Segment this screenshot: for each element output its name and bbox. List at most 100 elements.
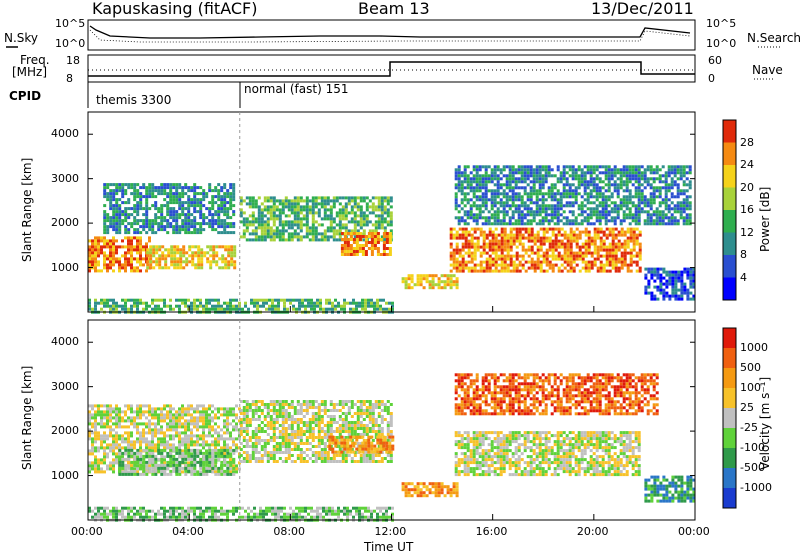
power-cell: [569, 260, 573, 264]
power-cell: [538, 204, 542, 208]
power-cell: [478, 177, 482, 181]
power-cell: [511, 213, 515, 217]
power-cell: [257, 223, 261, 227]
power-cell: [242, 220, 246, 224]
power-cell: [545, 254, 549, 258]
power-cell: [97, 260, 100, 264]
power-cell: [490, 168, 494, 172]
power-cell: [517, 165, 521, 169]
power-cell: [511, 198, 515, 202]
power-cell: [685, 195, 689, 199]
power-cell: [449, 233, 453, 237]
power-cell: [523, 180, 527, 184]
power-cell: [583, 183, 587, 187]
velocity-cell: [199, 410, 202, 414]
power-cell: [130, 222, 134, 226]
velocity-cell: [115, 434, 118, 438]
velocity-cell: [235, 443, 238, 447]
power-cell: [88, 245, 91, 249]
power-cell: [136, 210, 140, 214]
velocity-cell: [136, 472, 140, 476]
velocity-cell: [139, 437, 142, 441]
power-cell: [194, 251, 198, 255]
velocity-cell: [211, 463, 215, 467]
power-cell: [371, 211, 375, 215]
power-cell: [410, 274, 414, 278]
velocity-cell: [127, 425, 130, 429]
power-cell: [388, 301, 391, 305]
power-cell: [628, 177, 632, 181]
power-cell: [529, 219, 533, 223]
velocity-cell: [172, 419, 175, 423]
power-cell: [269, 232, 273, 236]
velocity-cell: [169, 472, 173, 476]
power-cell: [580, 195, 584, 199]
power-cell: [509, 239, 513, 243]
power-cell: [661, 174, 665, 178]
power-cell: [608, 242, 612, 246]
power-cell: [625, 195, 629, 199]
power-cell: [539, 266, 543, 270]
power-cell: [599, 248, 603, 252]
velocity-cell: [151, 440, 154, 444]
velocity-cell: [232, 437, 235, 441]
power-cell: [553, 195, 557, 199]
power-cell: [199, 213, 203, 217]
velocity-cell: [163, 431, 166, 435]
velocity-cell: [229, 446, 232, 450]
power-cell: [112, 263, 115, 267]
power-cell: [476, 236, 480, 240]
power-cell: [616, 213, 620, 217]
velocity-cell: [184, 413, 187, 417]
freq-panel-frame: [87, 54, 696, 83]
power-cell: [466, 174, 470, 178]
power-cell: [490, 189, 494, 193]
power-cell: [112, 298, 115, 302]
power-cell: [631, 177, 635, 181]
power-cell: [626, 269, 630, 273]
power-cell: [292, 307, 295, 311]
power-cell: [275, 235, 279, 239]
power-cell: [226, 207, 230, 211]
power-cell: [374, 196, 378, 200]
velocity-cell: [139, 449, 142, 453]
power-cell: [145, 192, 149, 196]
power-cell: [103, 304, 106, 308]
power-cell: [151, 222, 155, 226]
power-cell: [142, 248, 145, 252]
power-cell: [520, 222, 524, 226]
power-cell: [320, 223, 324, 227]
velocity-cell: [145, 470, 148, 474]
power-cell: [460, 180, 464, 184]
power-cell: [373, 301, 376, 305]
power-cell: [454, 171, 458, 175]
velocity-cell: [103, 452, 106, 456]
velocity-cell: [187, 407, 190, 411]
power-cell: [320, 238, 324, 242]
power-cell: [664, 222, 668, 226]
power-cell: [611, 236, 615, 240]
power-cell: [164, 266, 168, 270]
power-cell: [254, 202, 258, 206]
power-cell: [647, 270, 651, 274]
power-cell: [124, 236, 127, 240]
power-cell: [190, 186, 194, 190]
velocity-cell: [199, 463, 203, 467]
power-cell: [586, 198, 590, 202]
velocity-cell: [217, 466, 221, 470]
power-cell: [148, 225, 152, 229]
power-cell: [464, 263, 468, 267]
velocity-cell: [160, 457, 164, 461]
power-cell: [685, 189, 689, 193]
power-cell: [127, 257, 130, 261]
power-cell: [677, 270, 681, 274]
power-cell: [158, 254, 162, 258]
power-cell: [308, 226, 312, 230]
velocity-cell: [205, 460, 209, 464]
power-cell: [692, 294, 696, 298]
power-cell: [133, 192, 137, 196]
velocity-cell: [166, 466, 170, 470]
power-cell: [638, 266, 642, 270]
power-cell: [577, 180, 581, 184]
velocity-cell: [220, 407, 223, 411]
